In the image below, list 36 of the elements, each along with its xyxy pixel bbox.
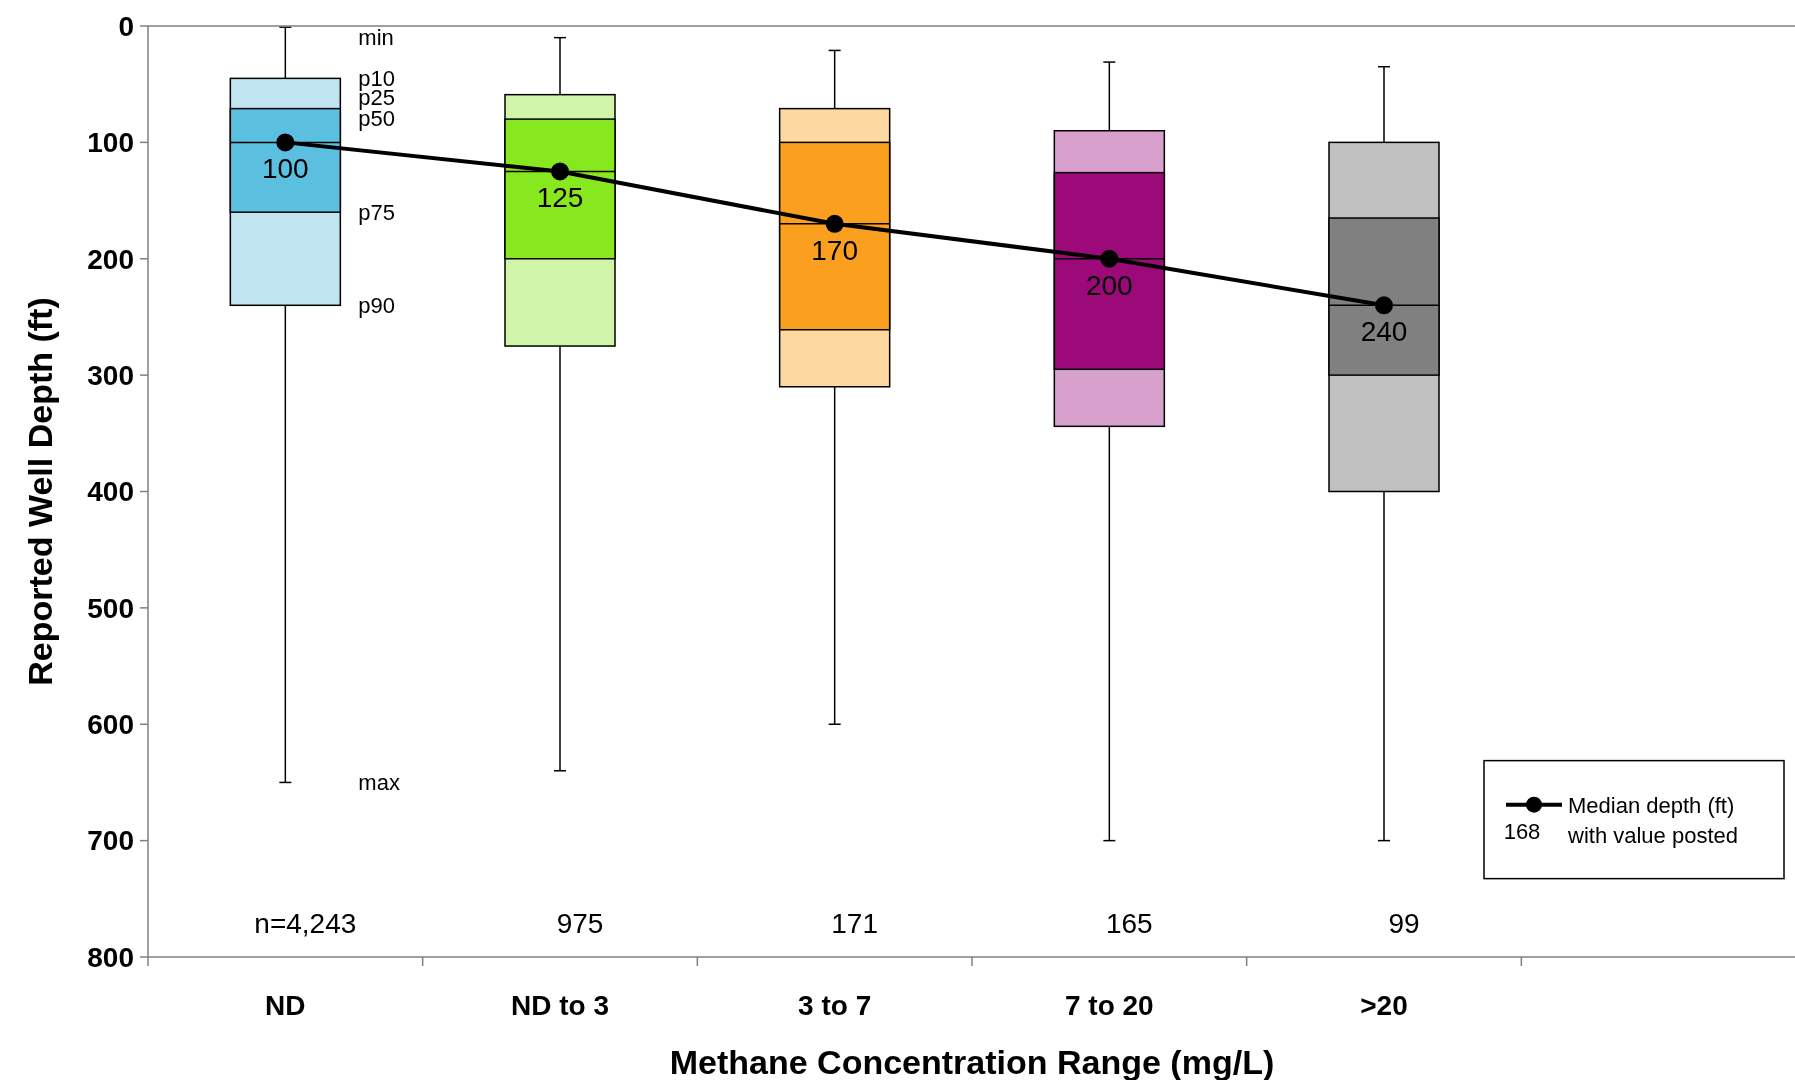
data-label: 240	[1360, 316, 1408, 348]
y-tick-label: 500	[87, 592, 134, 624]
point	[551, 162, 569, 181]
annotation: p75	[358, 199, 396, 225]
x-tick-label: ND	[265, 990, 306, 1021]
point	[276, 133, 295, 152]
y-tick-label: 600	[87, 709, 134, 741]
legend-label: Median depth (ft) with value posted	[1567, 792, 1738, 848]
y-tick-label: 400	[87, 476, 134, 508]
annotation: min	[358, 24, 394, 50]
data-label: 170	[811, 234, 859, 266]
point	[1375, 296, 1393, 315]
x-tick-label: 7 to 20	[1064, 990, 1154, 1021]
data-label: 125	[536, 182, 584, 214]
y-tick-label: 0	[118, 10, 134, 42]
annotation: 99	[1388, 907, 1420, 939]
data-label: 200	[1085, 269, 1133, 301]
point	[825, 214, 844, 233]
annotation: max	[358, 770, 400, 796]
annotation: 171	[831, 907, 879, 939]
annotation: 975	[556, 907, 604, 939]
y-tick-label: 700	[87, 825, 134, 857]
annotation: 165	[1105, 907, 1153, 939]
annotation: n=4,243	[254, 907, 357, 939]
annotation: p90	[358, 293, 396, 318]
x-tick-label: >20	[1360, 990, 1408, 1021]
y-tick-label: 200	[87, 243, 134, 275]
point	[1100, 249, 1119, 268]
y-tick-label: 300	[87, 359, 134, 391]
y-tick-label: 100	[87, 127, 134, 159]
x-tick-label: 3 to 7	[798, 990, 872, 1021]
annotation: 168	[1503, 818, 1541, 844]
y-axis-title: Reported Well Depth (ft)	[21, 297, 59, 686]
data-label: 100	[261, 153, 309, 185]
y-tick-label: 800	[87, 941, 134, 973]
x-tick-label: ND to 3	[511, 990, 609, 1021]
